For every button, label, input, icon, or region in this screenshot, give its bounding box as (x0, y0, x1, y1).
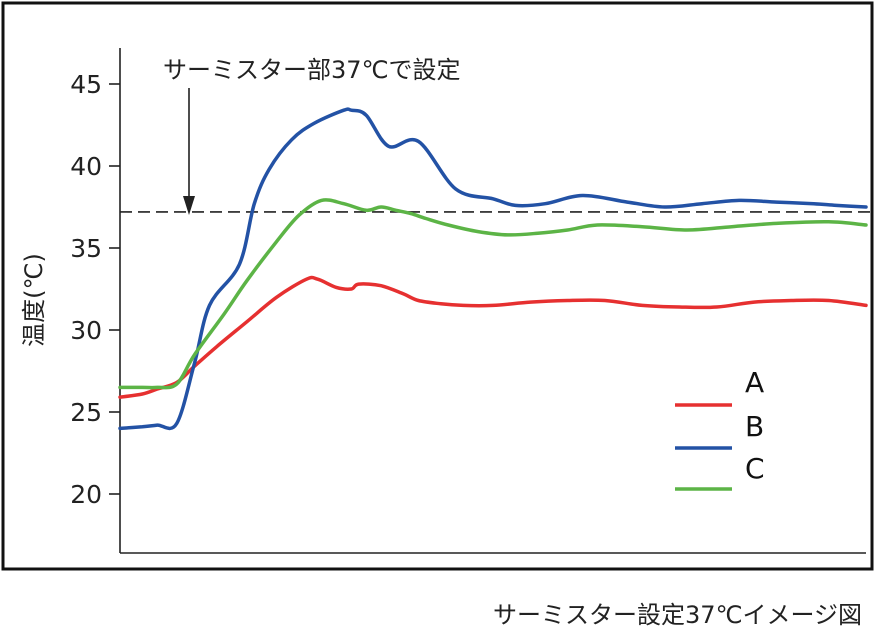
series-line-a (118, 275, 868, 399)
chart-caption: サーミスター設定37℃イメージ図 (492, 601, 862, 629)
y-tick-label: 25 (70, 398, 102, 427)
axes (119, 48, 866, 554)
y-tick-label: 35 (70, 234, 102, 263)
y-tick-label: 20 (70, 480, 102, 509)
chart-frame (1, 1, 874, 571)
series-line-b (118, 107, 868, 431)
annotation-arrow-head (183, 196, 195, 215)
y-axis-label: 温度(℃) (20, 253, 48, 347)
y-tick-label: 40 (70, 152, 102, 181)
y-tick-label: 30 (70, 316, 102, 345)
series-group (118, 107, 868, 431)
legend-label-b: B (745, 410, 764, 443)
annotation-text: サーミスター部37℃で設定 (163, 56, 461, 84)
y-tick-label: 45 (70, 70, 102, 99)
annotation: サーミスター部37℃で設定 (163, 56, 461, 215)
legend: ABC (675, 366, 765, 491)
y-ticks: 20 25 30 35 40 45 (70, 70, 120, 509)
legend-label-c: C (745, 452, 765, 485)
legend-label-a: A (745, 366, 764, 399)
series-line-c (118, 198, 868, 390)
